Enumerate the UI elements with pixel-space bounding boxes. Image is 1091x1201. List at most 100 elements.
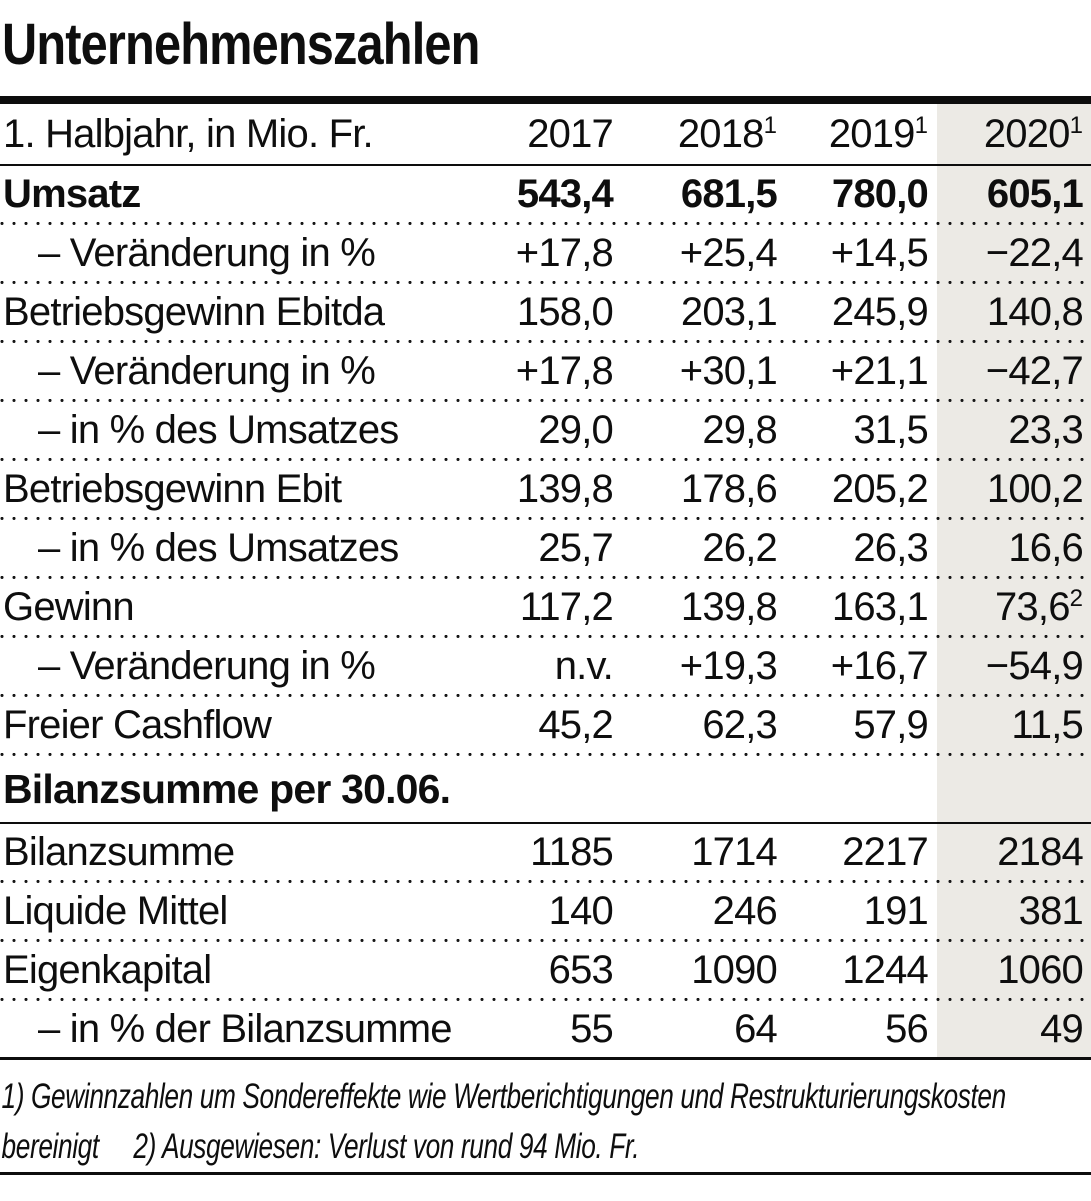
cell-2018: 203,1 xyxy=(680,289,778,334)
figure-title: Unternehmenszahlen xyxy=(2,12,480,77)
cell-2017: 543,4 xyxy=(516,171,614,216)
footnote-line-1: 1) Gewinnzahlen um Sondereffekte wie Wer… xyxy=(1,1077,1007,1116)
row-divider xyxy=(0,222,1091,225)
footnote-line-2: bereinigt 2) Ausgewiesen: Verlust von ru… xyxy=(1,1127,640,1166)
table-header-row: 1. Halbjahr, in Mio. Fr. 2017 20181 2019… xyxy=(0,104,1091,164)
header-year-2018: 20181 xyxy=(677,111,777,156)
table-row-ebit: Betriebsgewinn Ebit 139,8 178,6 205,2 10… xyxy=(0,461,1091,517)
cell-2018: 178,6 xyxy=(680,466,778,511)
cell-2020: 11,5 xyxy=(1011,702,1083,747)
table-row-eigenkapital-quote: – in % der Bilanzsumme 55 64 56 49 xyxy=(0,1001,1091,1057)
cell-2018: 26,2 xyxy=(702,525,777,570)
row-label: Betriebsgewinn Ebitda xyxy=(3,289,385,334)
row-label: – in % der Bilanzsumme xyxy=(38,1006,453,1051)
cell-2020: 49 xyxy=(1040,1006,1084,1051)
cell-2020: −54,9 xyxy=(985,643,1084,688)
section-rule xyxy=(0,822,1091,824)
footnote-marker: 1 xyxy=(914,111,928,139)
cell-2017: 55 xyxy=(570,1006,614,1051)
row-label: Liquide Mittel xyxy=(3,888,228,933)
cell-2017: 139,8 xyxy=(516,466,614,511)
cell-2018: 246 xyxy=(712,888,778,933)
cell-2020: 100,2 xyxy=(986,466,1084,511)
cell-2020: 605,1 xyxy=(986,171,1084,216)
cell-2019: 56 xyxy=(885,1006,929,1051)
row-divider xyxy=(0,458,1091,461)
cell-2020: 2184 xyxy=(997,829,1084,874)
cell-2020: 16,6 xyxy=(1008,525,1083,570)
row-divider xyxy=(0,281,1091,284)
table-row-liquide-mittel: Liquide Mittel 140 246 191 381 xyxy=(0,883,1091,939)
cell-2019: 2217 xyxy=(842,829,929,874)
table-row-ebit-marge: – in % des Umsatzes 25,7 26,2 26,3 16,6 xyxy=(0,520,1091,576)
cell-2017: 117,2 xyxy=(519,584,614,629)
table-row-freier-cashflow: Freier Cashflow 45,2 62,3 57,9 11,5 xyxy=(0,697,1091,753)
table-row-umsatz: Umsatz 543,4 681,5 780,0 605,1 xyxy=(0,166,1091,222)
table-row-ebitda: Betriebsgewinn Ebitda 158,0 203,1 245,9 … xyxy=(0,284,1091,340)
row-label: Betriebsgewinn Ebit xyxy=(3,466,342,511)
cell-2019: 26,3 xyxy=(853,525,928,570)
cell-2018: +25,4 xyxy=(679,230,778,275)
cell-2019: +21,1 xyxy=(830,348,929,393)
row-divider xyxy=(0,635,1091,638)
cell-2020: 73,62 xyxy=(994,584,1083,629)
header-rule xyxy=(0,164,1091,166)
cell-2018: 29,8 xyxy=(702,407,777,452)
footnote-marker: 2 xyxy=(1069,584,1083,612)
table-row-umsatz-veraenderung: – Veränderung in % +17,8 +25,4 +14,5 −22… xyxy=(0,225,1091,281)
header-year-2019: 20191 xyxy=(828,111,928,156)
cell-2019: 245,9 xyxy=(831,289,929,334)
footnote-marker: 1 xyxy=(1069,111,1083,139)
cell-2017: +17,8 xyxy=(515,348,614,393)
row-divider xyxy=(0,340,1091,343)
table-row-gewinn: Gewinn 117,2 139,8 163,1 73,62 xyxy=(0,579,1091,635)
table-row-gewinn-veraenderung: – Veränderung in % n.v. +19,3 +16,7 −54,… xyxy=(0,638,1091,694)
section-header-bilanzsumme: Bilanzsumme per 30.06. xyxy=(0,756,1091,822)
cell-2020: −42,7 xyxy=(985,348,1084,393)
cell-2017: 653 xyxy=(548,947,614,992)
cell-2020: 23,3 xyxy=(1008,407,1083,452)
row-label: Gewinn xyxy=(3,584,135,629)
cell-2020: 1060 xyxy=(997,947,1084,992)
footnotes: 1) Gewinnzahlen um Sondereffekte wie Wer… xyxy=(0,1060,1007,1172)
section-title: Bilanzsumme per 30.06. xyxy=(3,765,451,812)
cell-2017: 158,0 xyxy=(516,289,614,334)
row-label: – in % des Umsatzes xyxy=(38,525,399,570)
header-year-2020: 20201 xyxy=(983,111,1083,156)
cell-2017: n.v. xyxy=(554,643,614,688)
highlight-column-2020 xyxy=(937,104,1091,1057)
cell-2018: 1714 xyxy=(691,829,778,874)
cell-2018: 681,5 xyxy=(680,171,778,216)
cell-2018: +30,1 xyxy=(679,348,778,393)
cell-2017: 1185 xyxy=(530,829,614,874)
cell-2019: 205,2 xyxy=(831,466,929,511)
row-label: Umsatz xyxy=(3,171,141,216)
cell-2019: 163,1 xyxy=(831,584,929,629)
table-row-ebitda-veraenderung: – Veränderung in % +17,8 +30,1 +21,1 −42… xyxy=(0,343,1091,399)
header-label: 1. Halbjahr, in Mio. Fr. xyxy=(3,111,374,156)
cell-2020: 381 xyxy=(1018,888,1084,933)
top-rule xyxy=(0,96,1091,104)
table-row-ebitda-marge: – in % des Umsatzes 29,0 29,8 31,5 23,3 xyxy=(0,402,1091,458)
cell-2018: 64 xyxy=(734,1006,778,1051)
cell-2019: 780,0 xyxy=(831,171,929,216)
cell-2019: +16,7 xyxy=(830,643,929,688)
cell-2017: 140 xyxy=(548,888,614,933)
footnote-marker: 1 xyxy=(763,111,777,139)
row-divider xyxy=(0,939,1091,942)
table-row-bilanzsumme: Bilanzsumme 1185 1714 2217 2184 xyxy=(0,824,1091,880)
cell-2017: 29,0 xyxy=(538,407,613,452)
cell-2018: 62,3 xyxy=(702,702,777,747)
cell-2018: +19,3 xyxy=(679,643,778,688)
row-label: Eigenkapital xyxy=(3,947,212,992)
bottom-rule xyxy=(0,1172,1091,1175)
row-divider xyxy=(0,399,1091,402)
row-divider xyxy=(0,694,1091,697)
row-label: – Veränderung in % xyxy=(38,643,376,688)
row-label: – Veränderung in % xyxy=(38,230,376,275)
cell-2019: 31,5 xyxy=(853,407,928,452)
row-label: – in % des Umsatzes xyxy=(38,407,399,452)
cell-2019: 191 xyxy=(863,888,929,933)
cell-2018: 139,8 xyxy=(680,584,778,629)
